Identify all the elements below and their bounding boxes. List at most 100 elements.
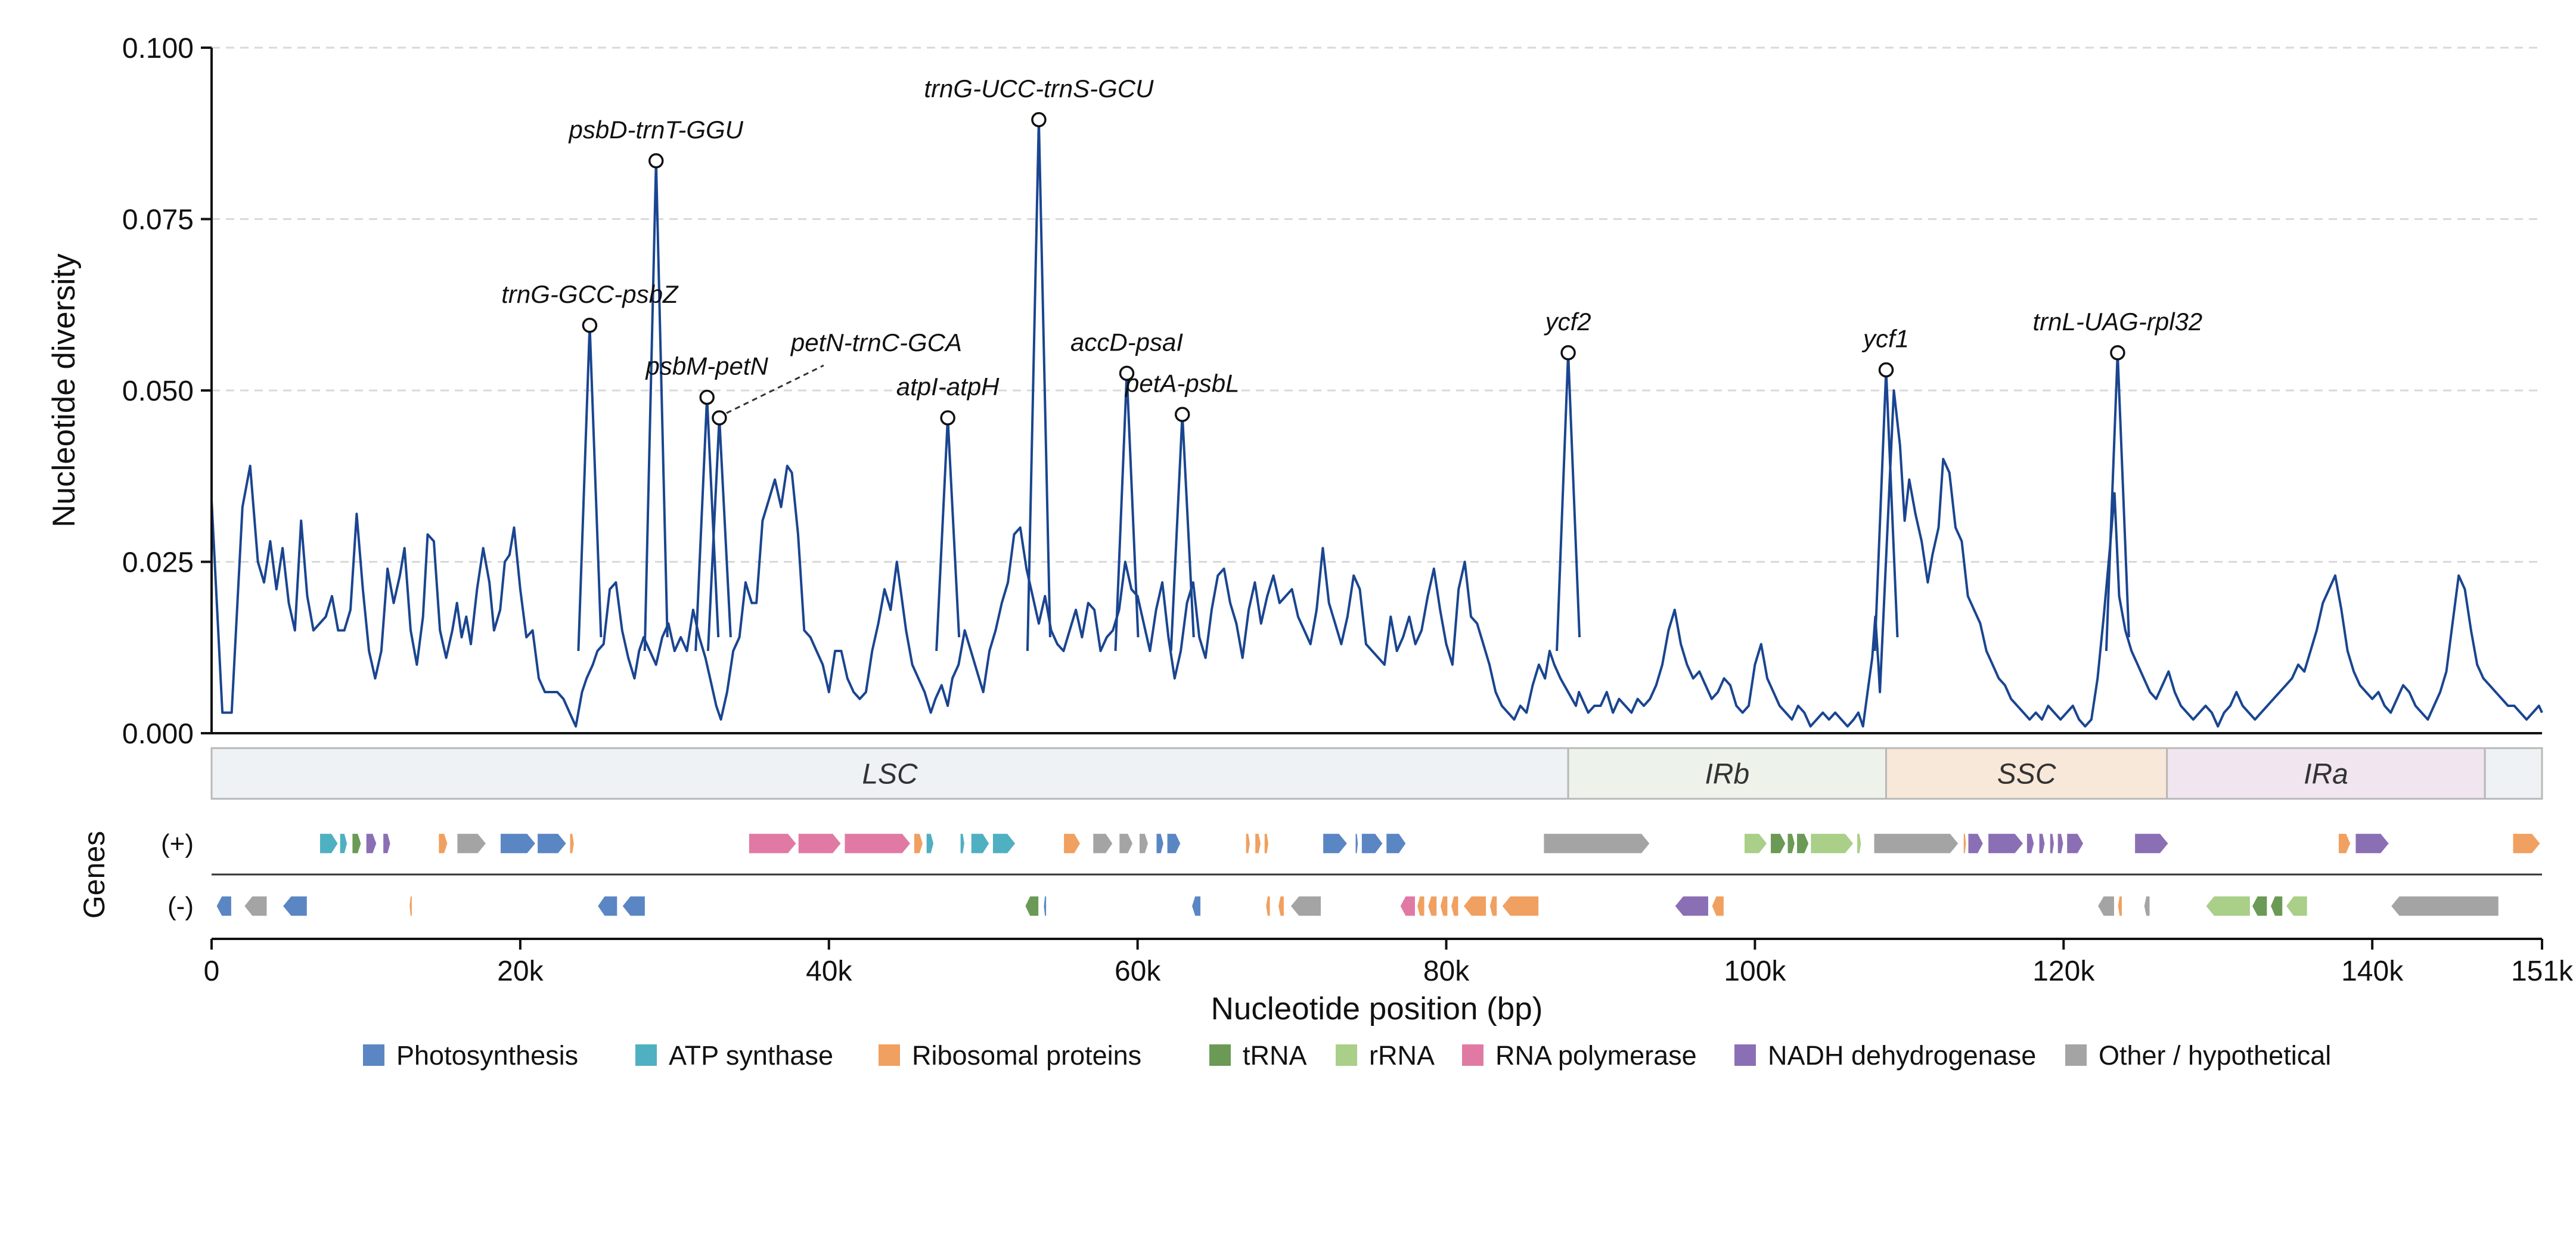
y-axis-label: Nucleotide diversity [46,253,82,528]
peak-label: atpI-atpH [896,373,1000,401]
legend-entry-label: RNA polymerase [1495,1040,1697,1071]
peak-marker [582,318,598,333]
gene-arrow [1191,895,1202,917]
gene-arrow [913,833,924,854]
legend-swatch [2065,1044,2087,1066]
gene-arrow [1063,833,1081,854]
peak-label: accD-psaI [1070,328,1183,356]
peak-spike [643,159,669,652]
peak-label: ycf1 [1861,325,1909,353]
gene-arrow [1416,895,1426,917]
peak-label: petN-trnC-GCA [790,328,962,356]
y-tick-label: 0.075 [122,204,194,236]
gene-arrow [1856,833,1862,854]
legend-entry-label: ATP synthase [669,1040,833,1071]
gene-arrow [1265,895,1271,917]
gene-arrow [2285,895,2308,917]
grid-lines [212,46,2542,563]
axes: 0.000 0.025 0.050 0.075 0.100 0 20k 40k 60k 80k 10… [122,33,2574,987]
gene-arrow [536,833,567,854]
minus-strand-label: (-) [167,892,194,921]
peak-marker [1031,112,1047,128]
gene-arrow [1987,833,2024,854]
gene-arrow [1322,833,1348,854]
gene-arrow [1796,833,1810,854]
peak-marker [940,410,955,426]
legend-entry-label: Ribosomal proteins [912,1040,1141,1071]
peak-marker [712,410,727,426]
peak-marker [2110,345,2125,361]
gene-arrow [408,895,413,917]
y-tick-label: 0.050 [122,376,194,407]
gene-arrow [569,833,575,854]
x-tick-label: 80k [1423,956,1470,987]
peak-label: trnG-UCC-trnS-GCU [924,75,1154,103]
genome-regions-bar: LSC IRb SSC IRa [210,747,2543,800]
x-axis-label: Nucleotide position (bp) [1211,991,1543,1026]
gene-arrow [1399,895,1416,917]
peak-marker [648,153,664,169]
gene-arrow [1277,895,1285,917]
plus-strand-label: (+) [161,829,194,858]
gene-arrow [243,895,268,917]
gene-arrow [970,833,990,854]
region-block [2166,747,2486,800]
peak-label: trnL-UAG-rpl32 [2033,308,2203,336]
peak-spike [1026,118,1051,652]
gene-arrow [437,833,448,854]
gene-arrow [2512,833,2541,854]
gene-arrow [1138,833,1149,854]
gene-arrow [2270,895,2283,917]
gene-arrow [2057,833,2065,854]
gene-arrow [2038,833,2046,854]
x-tick-label: 140k [2341,956,2404,987]
peak-label: psbD-trnT-GGU [567,116,743,144]
gene-arrow [319,833,339,854]
gene-arrow [2097,895,2115,917]
gene-arrow [1963,833,1967,854]
gene-arrow [2049,833,2055,854]
gene-arrow [1873,833,1960,854]
peak-spike [1169,413,1195,652]
gene-arrow [1967,833,1984,854]
gene-arrow [748,833,797,854]
gene-arrow [1674,895,1709,917]
gene-arrow [1042,895,1047,917]
legend-entry-label: Photosynthesis [396,1040,578,1071]
region-block [1567,747,1888,800]
gene-arrow [1245,833,1251,854]
peak-spike [577,324,603,652]
gene-arrow [282,895,308,917]
diversity-series [210,389,2543,728]
region-block [1885,747,2168,800]
region-label: IRa [2304,759,2348,790]
x-tick-label: 120k [2032,956,2095,987]
gene-arrow [621,895,646,917]
x-tick-label: 20k [497,956,544,987]
legend-swatch [1462,1044,1483,1066]
peak-marker [1174,407,1190,422]
peak-spike [706,417,732,652]
gene-arrow [1501,895,1540,917]
gene-arrow [1450,895,1459,917]
peak-label: trnG-GCC-psbZ [501,280,679,308]
gene-arrow [2205,895,2251,917]
gene-arrow [1254,833,1262,854]
gene-arrow [456,833,487,854]
x-tick-label: 151k [2511,956,2574,987]
peak-marker [699,389,715,405]
peak-spike [1556,351,1581,652]
gene-arrow [1290,895,1322,917]
gene-tracks [215,833,2541,917]
region-label: SSC [1997,759,2056,790]
region-label: IRb [1705,759,1749,790]
legend-entry-label: tRNA [1243,1040,1307,1071]
gene-arrow [499,833,536,854]
gene-arrow [2338,833,2351,854]
gene-arrow [843,833,911,854]
gene-arrow [2354,833,2390,854]
peak-marker [1878,362,1894,378]
gene-arrow [1092,833,1114,854]
